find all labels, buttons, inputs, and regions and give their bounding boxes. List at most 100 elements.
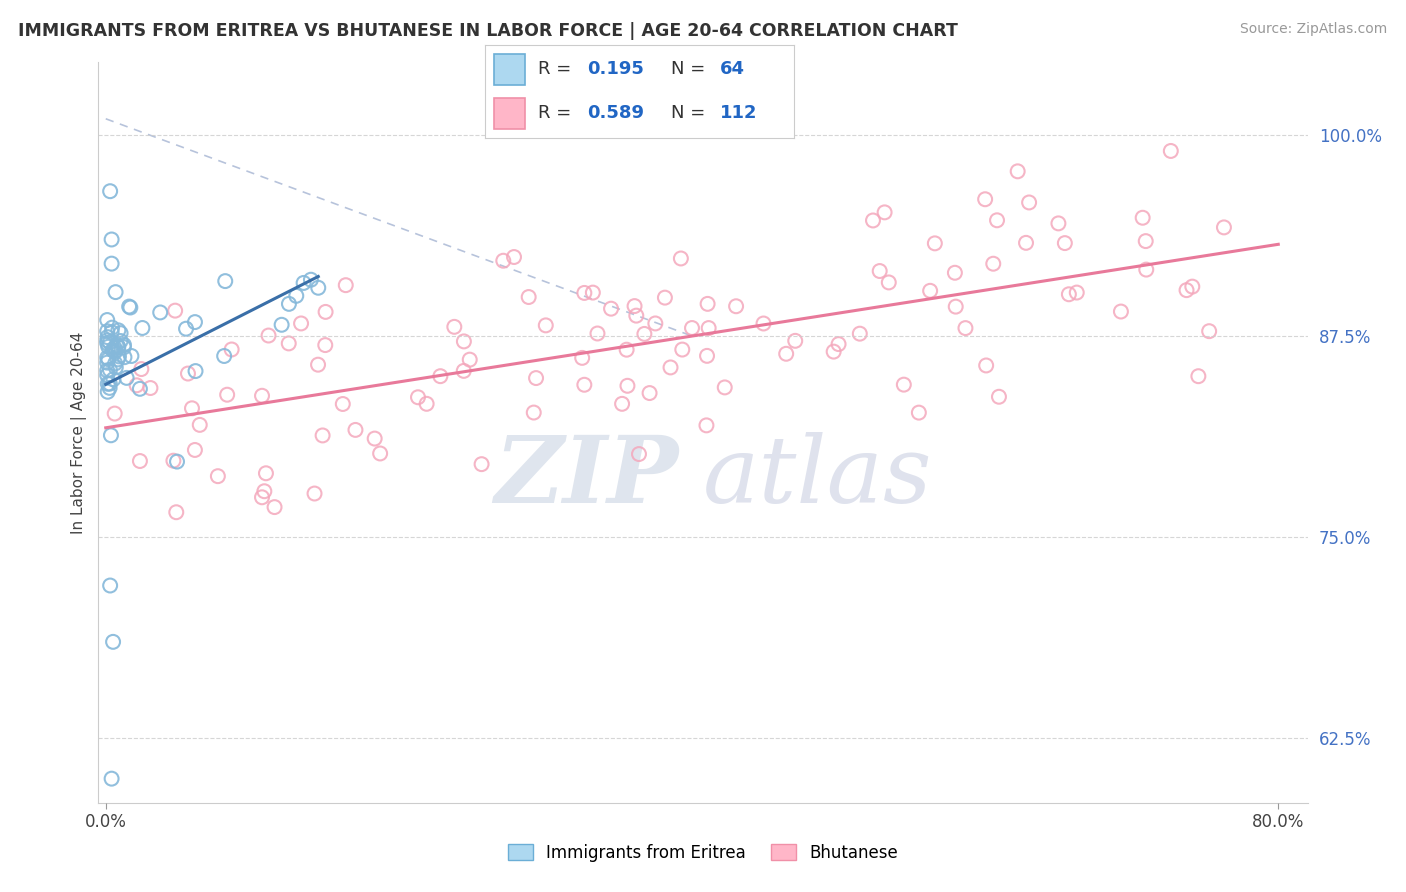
Point [877, 276, 900, 290]
Point [253, 484, 276, 499]
Point [277, 336, 299, 351]
Text: R =: R = [537, 61, 576, 78]
Point [908, 406, 931, 420]
Point [114, 350, 136, 364]
Point [250, 490, 273, 504]
Y-axis label: In Labor Force | Age 20-64: In Labor Force | Age 20-64 [72, 332, 87, 533]
Point [981, 257, 1004, 271]
Point [697, 321, 720, 335]
Text: ZIP: ZIP [495, 432, 679, 522]
Point [131, 321, 153, 335]
Point [524, 371, 547, 385]
Point [207, 469, 229, 483]
Point [344, 423, 367, 437]
Bar [495, 98, 526, 129]
Point [165, 303, 187, 318]
Point [103, 372, 125, 386]
Point [107, 323, 129, 337]
Point [453, 334, 475, 349]
Point [100, 326, 122, 340]
Point [610, 397, 633, 411]
Point [184, 364, 207, 378]
Point [458, 352, 481, 367]
Point [1160, 144, 1182, 158]
Point [1187, 369, 1209, 384]
Text: atlas: atlas [703, 432, 932, 522]
Point [107, 352, 129, 367]
Point [873, 205, 896, 219]
Point [96, 334, 118, 348]
Point [115, 371, 138, 385]
Point [285, 289, 308, 303]
Point [862, 213, 884, 227]
Point [1135, 262, 1157, 277]
Point [644, 317, 666, 331]
Point [104, 407, 127, 421]
Point [131, 362, 153, 376]
Point [893, 377, 915, 392]
Point [96, 351, 118, 365]
Point [849, 326, 872, 341]
Point [184, 442, 207, 457]
Point [669, 252, 692, 266]
Point [363, 432, 385, 446]
Point [118, 300, 141, 314]
Point [104, 360, 127, 375]
Point [517, 290, 540, 304]
Point [96, 336, 118, 351]
Point [1066, 285, 1088, 300]
Point [166, 454, 188, 468]
Point [139, 381, 162, 395]
Point [1132, 211, 1154, 225]
Point [104, 345, 127, 359]
Point [725, 299, 748, 313]
Point [582, 285, 605, 300]
Text: 64: 64 [720, 61, 745, 78]
Point [638, 386, 661, 401]
Point [110, 326, 132, 340]
Point [696, 349, 718, 363]
Point [96, 313, 118, 327]
Point [299, 273, 322, 287]
Point [406, 390, 429, 404]
Point [924, 236, 946, 251]
Text: IMMIGRANTS FROM ERITREA VS BHUTANESE IN LABOR FORCE | AGE 20-64 CORRELATION CHAR: IMMIGRANTS FROM ERITREA VS BHUTANESE IN … [18, 22, 957, 40]
Point [443, 319, 465, 334]
Point [823, 344, 845, 359]
Point [278, 297, 301, 311]
Point [415, 397, 437, 411]
Point [174, 322, 197, 336]
Point [1057, 287, 1080, 301]
Point [120, 301, 142, 315]
Point [453, 364, 475, 378]
Point [659, 360, 682, 375]
Point [97, 384, 120, 399]
Point [290, 317, 312, 331]
Point [100, 772, 122, 786]
Point [254, 467, 277, 481]
Text: N =: N = [671, 61, 710, 78]
Point [214, 274, 236, 288]
Point [775, 347, 797, 361]
Point [1198, 324, 1220, 338]
Point [97, 340, 120, 354]
Point [96, 363, 118, 377]
Point [165, 505, 187, 519]
Point [250, 389, 273, 403]
Point [523, 406, 546, 420]
Point [104, 356, 127, 370]
Text: 0.589: 0.589 [588, 104, 644, 122]
Point [1007, 164, 1029, 178]
Point [217, 387, 239, 401]
Point [626, 309, 648, 323]
Point [292, 276, 315, 290]
Point [98, 578, 121, 592]
Point [696, 297, 718, 311]
Point [98, 184, 121, 198]
Point [955, 321, 977, 335]
Legend: Immigrants from Eritrea, Bhutanese: Immigrants from Eritrea, Bhutanese [502, 838, 904, 869]
Point [616, 379, 638, 393]
Point [120, 349, 142, 363]
Point [695, 418, 717, 433]
Point [471, 457, 494, 471]
